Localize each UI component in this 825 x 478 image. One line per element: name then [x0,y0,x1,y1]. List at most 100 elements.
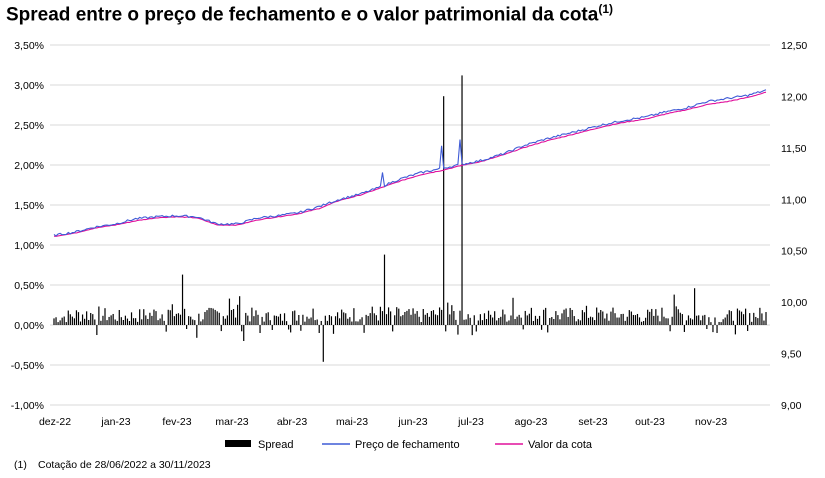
x-tick-label: fev-23 [162,416,191,428]
spread-bar [441,309,443,325]
left-tick-label: 1,00% [14,240,44,252]
spread-bar [718,321,720,325]
spread-bars [53,75,767,362]
spread-bar [573,316,575,325]
spread-bar [569,307,571,325]
spread-bar [589,316,592,325]
x-tick-label: ago-23 [515,416,548,428]
spread-bar [169,310,171,325]
spread-bar [663,316,665,325]
spread-bar [155,311,157,325]
spread-bar [224,318,226,325]
spread-bar [443,96,445,325]
spread-bar [481,320,484,325]
spread-bar [724,317,726,325]
spread-bar [714,317,716,325]
left-tick-label: 0,50% [14,280,44,292]
spread-bar [677,309,679,325]
spread-bar [269,320,271,325]
spread-bar [406,310,408,325]
spread-bar [667,318,669,325]
spread-bar [271,325,273,330]
spread-bar [394,315,396,325]
spread-bar [165,325,167,332]
spread-bar [540,325,543,330]
spread-bar [534,315,537,325]
spread-bar [494,311,496,325]
spread-bar [610,311,612,325]
spread-bar [543,309,545,325]
spread-bar [88,319,90,325]
spread-bar [559,319,561,325]
spread-bar [461,75,463,326]
spread-bar [742,314,745,325]
spread-bar [655,309,657,325]
spread-bar [241,325,243,332]
spread-bar [498,317,500,325]
spread-bar [579,320,581,325]
left-tick-label: 0,00% [14,320,44,332]
spread-bar [379,306,382,325]
legend-label-cota: Valor da cota [528,439,593,451]
spread-bar [122,319,124,325]
spread-bar [363,325,365,333]
spread-bar [310,317,312,325]
spread-bar [385,314,388,325]
spread-bar [306,316,308,325]
right-tick-label: 9,00 [781,400,802,412]
spread-bar [194,320,196,325]
spread-bar [245,312,247,325]
spread-bar [716,325,718,333]
left-axis: -1,00% -0,50% 0,00% 0,50% 1,00% 1,50% 2,00% 2,5… [11,40,44,412]
spread-bar [516,316,518,325]
right-axis: 9,00 9,50 10,00 10,50 11,00 11,50 12,00 12,50 [781,40,807,412]
spread-bar [304,321,306,325]
spread-bar [594,320,596,325]
right-tick-label: 10,00 [781,297,807,309]
spread-bar [135,318,137,325]
spread-bar [526,315,528,325]
spread-bar [314,320,316,325]
spread-bar [171,304,173,325]
spread-bar [288,325,290,330]
spread-bar [359,319,361,325]
left-tick-label: 2,00% [14,160,44,172]
spread-bar [277,316,280,325]
spread-bar [281,320,284,325]
spread-bar [496,320,498,325]
spread-bar [390,311,392,325]
spread-bar [257,314,259,325]
x-tick-label: jul-23 [457,416,484,428]
spread-bar [222,316,224,325]
spread-bar [341,309,343,325]
spread-bar [732,320,734,325]
spread-bar [565,308,567,325]
spread-bar [528,313,530,325]
spread-bar [285,321,288,325]
x-axis: dez-22 jan-23 fev-23 mar-23 abr-23 mai-23 jun-… [39,416,727,428]
spread-bar [296,320,298,325]
spread-bar [651,308,653,325]
spread-bar [239,296,241,325]
spread-bar [583,312,586,325]
spread-bar [600,309,602,325]
x-tick-label: mar-23 [215,416,248,428]
spread-bar [487,310,490,325]
left-tick-label: 1,50% [14,200,44,212]
spread-bar [263,321,265,325]
right-tick-label: 11,50 [781,143,807,155]
spread-bar [300,325,302,331]
spread-bar [59,320,61,325]
spread-bar [522,325,524,330]
spread-bar [210,307,212,325]
spread-bar [418,316,420,325]
spread-bar [726,314,728,325]
spread-bar [751,321,753,325]
spread-bar [640,321,643,325]
chart-title: Spread entre o preço de fechamento e o v… [6,2,613,26]
spread-bar [687,315,690,325]
spread-bar [606,313,608,325]
spread-bar [351,321,353,325]
spread-bar [118,309,120,325]
spread-bar [320,320,322,325]
